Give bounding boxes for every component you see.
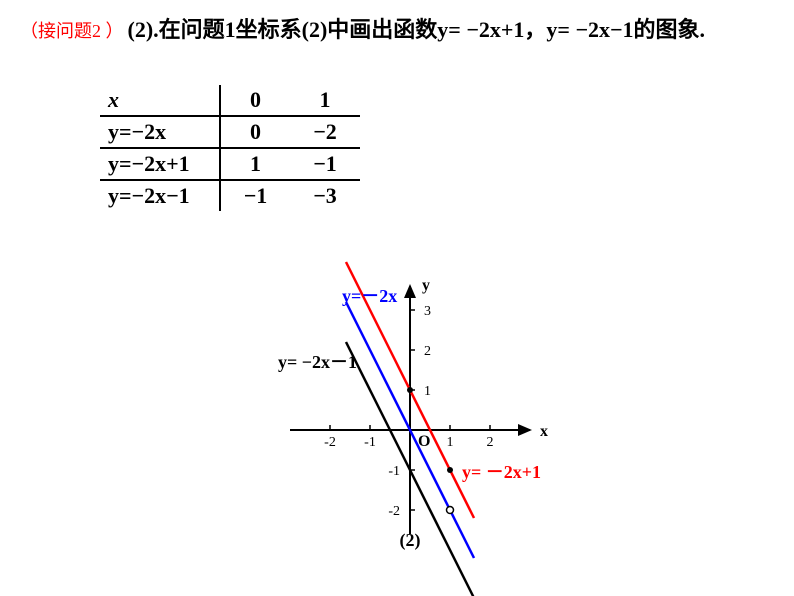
row-label-2: y=−2x−1 — [100, 180, 220, 211]
y-tick-label: -2 — [388, 504, 400, 519]
x-tick-label: 2 — [487, 435, 494, 450]
label-blue: y=－2x — [342, 286, 397, 306]
cell-1-0: 1 — [220, 148, 290, 180]
graph-caption: (2) — [400, 530, 421, 551]
label-red: y= －2x+1 — [462, 462, 541, 482]
col-head-0: 0 — [220, 85, 290, 116]
question-prefix: （接问题2 ） — [20, 21, 124, 41]
row-label-1: y=−2x+1 — [100, 148, 220, 180]
cell-2-0: −1 — [220, 180, 290, 211]
y-axis-label: y — [422, 277, 430, 294]
y-tick-label: 3 — [424, 304, 431, 319]
cell-0-0: 0 — [220, 116, 290, 148]
value-table: x 0 1 y=−2x 0 −2 y=−2x+1 1 −1 y=−2x−1 −1… — [100, 85, 360, 211]
question-text: (2).在问题1坐标系(2)中画出函数y= −2x+1，y= −2x−1的图象. — [128, 17, 706, 42]
col-head-x: x — [100, 85, 220, 116]
y-tick-label: 2 — [424, 344, 431, 359]
x-tick-label: -2 — [324, 435, 336, 450]
plot-point — [447, 467, 453, 473]
label-black: y= −2x－1 — [278, 352, 357, 372]
x-tick-label: -1 — [364, 435, 376, 450]
cell-2-1: −3 — [290, 180, 360, 211]
col-head-1: 1 — [290, 85, 360, 116]
y-tick-label: 1 — [424, 384, 431, 399]
cell-1-1: −1 — [290, 148, 360, 180]
x-tick-label: 1 — [447, 435, 454, 450]
x-axis-label: x — [540, 423, 548, 440]
plot-point — [447, 507, 454, 514]
coordinate-graph: -2-112123-1-2Oxyy=－2xy= −2x－1y= －2x+1(2) — [210, 250, 610, 570]
row-label-0: y=−2x — [100, 116, 220, 148]
cell-0-1: −2 — [290, 116, 360, 148]
plot-point — [407, 387, 413, 393]
y-tick-label: -1 — [388, 464, 400, 479]
